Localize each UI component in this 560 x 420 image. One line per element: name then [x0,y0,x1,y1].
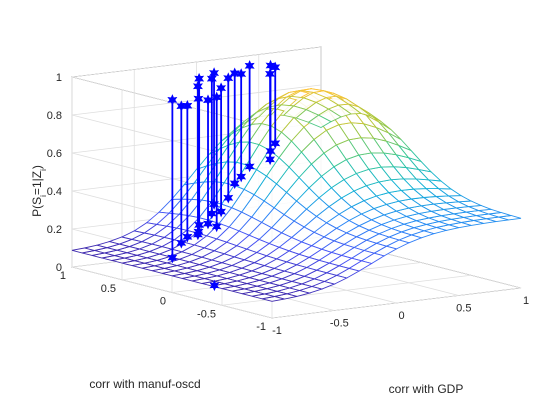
y-tick-label: 0 [160,296,166,308]
stem-series [167,59,281,292]
x-tick-label: -1 [272,325,282,337]
x-tick-label: -0.5 [330,318,349,330]
gridline-z-back-xz [71,46,322,78]
stem-marker-top [192,80,203,93]
stem-marker-top [194,72,205,85]
z-tick-label: 0.6 [47,148,62,160]
stem-marker-base [223,192,234,204]
stem-marker-top [229,67,240,79]
y-tick-label: 0.5 [101,283,116,295]
gridline-y-floor [221,274,472,306]
z-tick-label: 0 [56,262,62,274]
stem-marker-base [176,237,187,249]
z-tick-label: 0.4 [47,186,62,198]
surface-cell [71,247,95,254]
stem-marker-base [229,177,240,190]
stem-marker-base [270,137,281,150]
stem-marker-top [244,60,255,72]
z-tick-label: 0.2 [47,224,62,236]
gridline-y-floor [271,287,522,319]
stem-marker-base [265,153,276,166]
stem-marker-base [209,279,220,292]
stem-marker-top [206,72,217,85]
stem-marker-top [182,99,193,112]
stem-marker-top [270,61,281,74]
z-tick-label: 0.8 [47,110,62,122]
stem-marker-base [182,231,193,243]
surface-mesh [71,88,522,302]
stem-marker-base [211,220,222,233]
x-tick-label: 0 [398,310,404,322]
x-tick-label: 1 [523,295,529,307]
stem-marker-base [244,160,255,173]
y-axis-label: corr with manuf-oscd [89,377,200,391]
z-axis-label: P(Si=1|Zi) [30,165,48,217]
x-axis-label: corr with GDP [389,382,464,396]
gridline-z-back-yz [71,266,273,319]
stem-marker-base [192,228,203,241]
stem-marker-top [236,68,247,80]
stem-marker-base [265,145,276,157]
stem-marker-top [167,94,178,106]
stem-marker-base [209,198,220,210]
stem-marker-base [203,217,214,230]
stem-marker-top [216,82,227,94]
x-tick-label: 0.5 [456,303,471,315]
y-tick-label: -1 [256,321,266,333]
stem-marker-base [206,207,217,220]
z-tick-label: 1 [56,72,62,84]
y-tick-label: 1 [60,270,66,282]
stem-marker-base [216,205,227,218]
stem-marker-top [209,67,220,79]
stem-marker-top [176,100,187,112]
stem-marker-base [167,251,178,264]
y-tick-label: -0.5 [197,308,216,320]
stem-marker-base [236,170,247,183]
stem-marker-base [194,219,205,231]
